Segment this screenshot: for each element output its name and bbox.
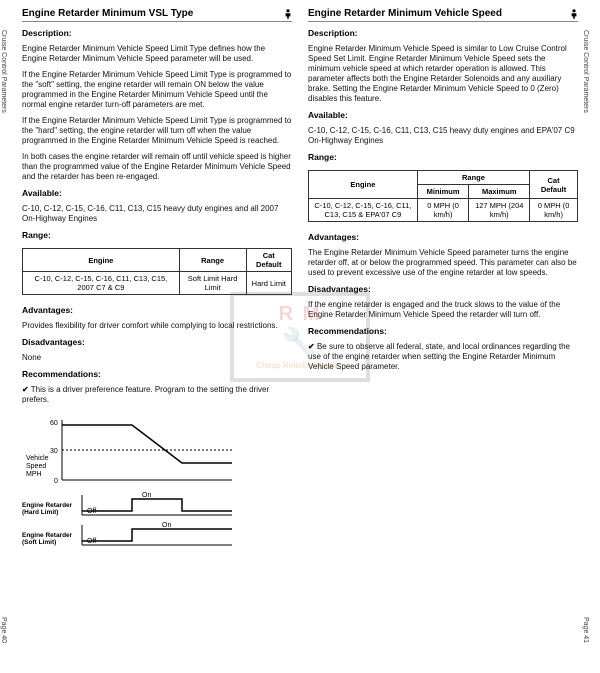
rec-r: ✔ Be sure to observe all federal, state,… bbox=[308, 342, 578, 372]
desc-label-r: Description: bbox=[308, 28, 578, 38]
th-default-r: Cat Default bbox=[530, 171, 578, 199]
adv-label-r: Advantages: bbox=[308, 232, 578, 242]
y30: 30 bbox=[50, 448, 58, 455]
th-max: Maximum bbox=[469, 185, 530, 199]
right-column: Engine Retarder Minimum Vehicle Speed De… bbox=[308, 8, 578, 665]
td-engine-r: C-10, C-12, C-15, C-16, C11, C13, C15 & … bbox=[309, 199, 418, 222]
check-icon: ✔ bbox=[308, 342, 315, 351]
chart-ylabel: VehicleSpeedMPH bbox=[26, 455, 49, 478]
right-range-table: Engine Range Cat Default Minimum Maximum… bbox=[308, 170, 578, 222]
desc-p3: If the Engine Retarder Minimum Vehicle S… bbox=[22, 116, 292, 146]
td-engine: C-10, C-12, C-15, C-16, C11, C13, C15, 2… bbox=[23, 272, 180, 295]
hard-on: On bbox=[142, 492, 151, 499]
left-title: Engine Retarder Minimum VSL Type bbox=[22, 8, 292, 22]
desc-label: Description: bbox=[22, 28, 292, 38]
desc-r1: Engine Retarder Minimum Vehicle Speed is… bbox=[308, 44, 578, 104]
rec-span: This is a driver preference feature. Pro… bbox=[22, 385, 269, 404]
th-engine: Engine bbox=[23, 249, 180, 272]
th-range-r: Range bbox=[417, 171, 529, 185]
y0: 0 bbox=[54, 478, 58, 485]
th-range: Range bbox=[179, 249, 246, 272]
left-range-table: Engine Range Cat Default C-10, C-12, C-1… bbox=[22, 248, 292, 295]
adv-label: Advantages: bbox=[22, 305, 292, 315]
margin-label-left-bottom: Page 40 bbox=[0, 617, 7, 643]
left-title-text: Engine Retarder Minimum VSL Type bbox=[22, 8, 193, 19]
desc-p4: In both cases the engine retarder will r… bbox=[22, 152, 292, 182]
td-default: Hard Limit bbox=[246, 272, 292, 295]
avail-label: Available: bbox=[22, 188, 292, 198]
rec-label-r: Recommendations: bbox=[308, 326, 578, 336]
dis-label-r: Disadvantages: bbox=[308, 284, 578, 294]
rec-span-r: Be sure to observe all federal, state, a… bbox=[308, 342, 570, 371]
y60: 60 bbox=[50, 420, 58, 427]
right-title-text: Engine Retarder Minimum Vehicle Speed bbox=[308, 8, 502, 19]
adv-text: Provides flexibility for driver comfort … bbox=[22, 321, 292, 331]
td-min: 0 MPH (0 km/h) bbox=[417, 199, 469, 222]
th-min: Minimum bbox=[417, 185, 469, 199]
td-max: 127 MPH (204 km/h) bbox=[469, 199, 530, 222]
dis-r: If the engine retarder is engaged and th… bbox=[308, 300, 578, 320]
right-title: Engine Retarder Minimum Vehicle Speed bbox=[308, 8, 578, 22]
dis-text: None bbox=[22, 353, 292, 363]
left-margin: Cruise Control Parameters Page 40 bbox=[0, 0, 18, 673]
soft-on: On bbox=[162, 522, 171, 529]
avail-label-r: Available: bbox=[308, 110, 578, 120]
soft-label: Engine Retarder(Soft Limit) bbox=[22, 532, 73, 546]
page-content: R M 🔧 Cheap Reliable Guaran Engine Retar… bbox=[18, 0, 582, 673]
right-margin: Cruise Control Parameters Page 41 bbox=[582, 0, 600, 673]
margin-label-left-top: Cruise Control Parameters bbox=[0, 30, 7, 113]
left-column: Engine Retarder Minimum VSL Type Descrip… bbox=[22, 8, 292, 665]
adv-r: The Engine Retarder Minimum Vehicle Spee… bbox=[308, 248, 578, 278]
avail-r: C-10, C-12, C-15, C-16, C11, C13, C15 he… bbox=[308, 126, 578, 146]
range-label-r: Range: bbox=[308, 152, 578, 162]
avail-text: C-10, C-12, C-15, C-16, C11, C13, C15 he… bbox=[22, 204, 292, 224]
td-range: Soft Limit Hard Limit bbox=[179, 272, 246, 295]
range-label: Range: bbox=[22, 230, 292, 240]
rec-label: Recommendations: bbox=[22, 369, 292, 379]
th-engine-r: Engine bbox=[309, 171, 418, 199]
desc-p2: If the Engine Retarder Minimum Vehicle S… bbox=[22, 70, 292, 110]
td-default-r: 0 MPH (0 km/h) bbox=[530, 199, 578, 222]
margin-label-right-bottom: Page 41 bbox=[582, 617, 589, 643]
left-chart: VehicleSpeedMPH 60 30 0 Engine Retarder(… bbox=[22, 415, 292, 555]
margin-label-right-top: Cruise Control Parameters bbox=[582, 30, 589, 113]
person-icon bbox=[284, 9, 292, 19]
check-icon: ✔ bbox=[22, 385, 29, 394]
th-default: Cat Default bbox=[246, 249, 292, 272]
person-icon bbox=[570, 9, 578, 19]
rec-text: ✔ This is a driver preference feature. P… bbox=[22, 385, 292, 405]
dis-label: Disadvantages: bbox=[22, 337, 292, 347]
desc-p1: Engine Retarder Minimum Vehicle Speed Li… bbox=[22, 44, 292, 64]
hard-label: Engine Retarder(Hard Limit) bbox=[22, 502, 73, 516]
